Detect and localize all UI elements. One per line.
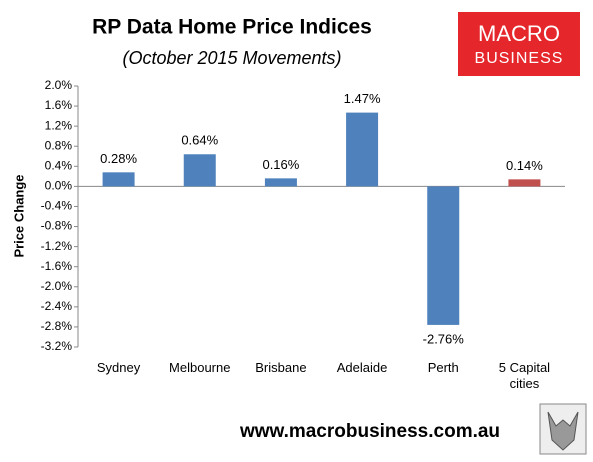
y-tick-label: 1.6% [45,98,73,112]
x-tick-label: Brisbane [255,360,307,375]
wolf-icon [539,403,587,455]
y-tick-label: 0.0% [45,179,73,193]
x-tick-label: Sydney [96,360,141,375]
bar [427,186,460,325]
logo-line1: MACRO [478,21,560,46]
y-tick-label: -2.4% [41,299,73,313]
y-axis-title: Price Change [11,174,26,257]
bar [346,112,379,187]
bar [183,154,216,187]
y-tick-label: -1.6% [41,259,73,273]
y-tick-label: 1.2% [45,118,73,132]
x-tick-label: 5 Capital cities [498,360,551,391]
y-tick-label: 0.8% [45,138,73,152]
chart-title: RP Data Home Price Indices [92,16,372,39]
bar [508,179,541,187]
x-tick-label: Adelaide [336,360,388,375]
value-label: 0.28% [100,151,137,166]
y-tick-label: 0.4% [45,158,73,172]
footer: www.macrobusiness.com.au [239,421,500,442]
bar [264,178,297,187]
bar [102,172,135,187]
y-tick-label: -3.2% [41,339,73,353]
value-label: -2.76% [423,331,465,346]
value-label: 0.16% [262,157,299,172]
y-tick-label: -0.4% [41,199,73,213]
y-tick-label: -2.8% [41,319,73,333]
y-tick-label: 2.0% [45,78,73,92]
logo-box [458,12,580,76]
logo-line2: BUSINESS [475,50,564,67]
value-label: 1.47% [344,91,381,106]
y-tick-label: -1.2% [41,239,73,253]
y-tick-label: -0.8% [41,219,73,233]
chart-subtitle: (October 2015 Movements) [122,48,341,68]
value-label: 0.14% [506,158,543,173]
y-tick-label: -2.0% [41,279,73,293]
value-label: 0.64% [181,133,218,148]
x-tick-label: Perth [427,360,459,375]
x-tick-label: Melbourne [169,360,231,375]
